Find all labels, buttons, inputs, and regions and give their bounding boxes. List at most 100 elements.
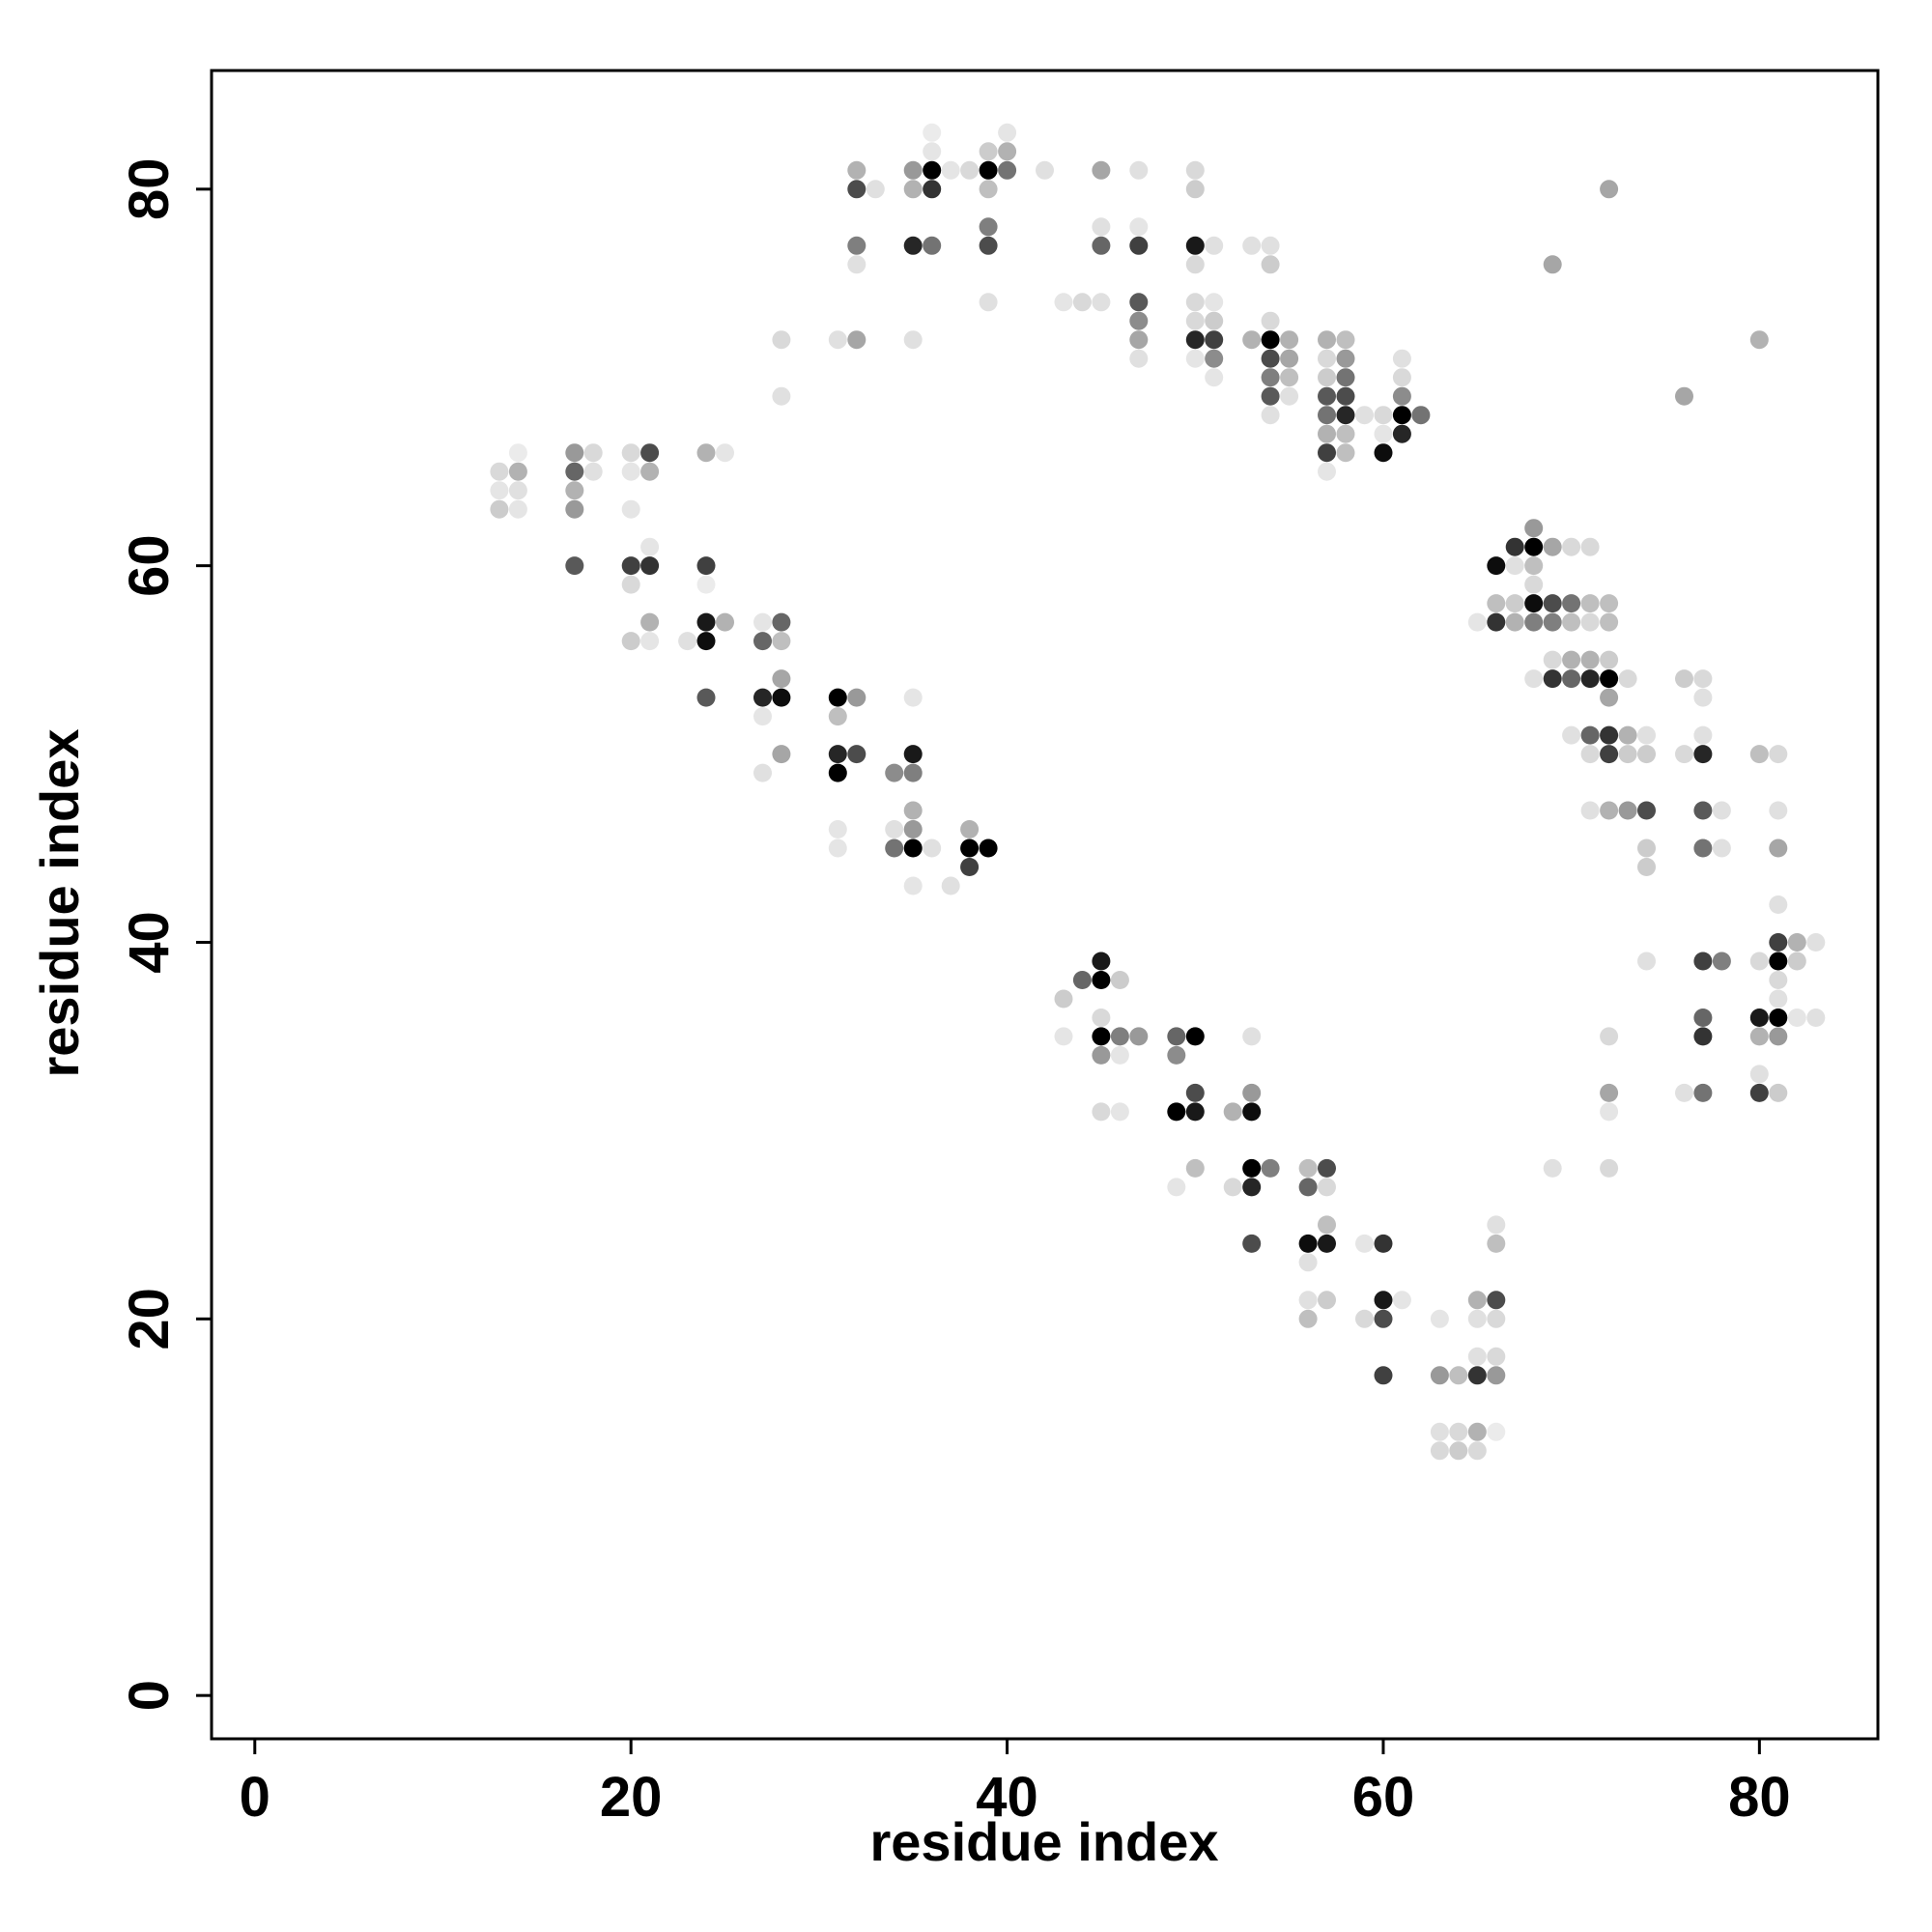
data-point bbox=[1562, 537, 1581, 556]
data-point bbox=[1749, 745, 1769, 764]
data-point bbox=[1524, 612, 1544, 632]
data-point bbox=[1318, 1178, 1336, 1197]
data-point bbox=[1505, 556, 1524, 576]
data-point bbox=[490, 462, 509, 481]
data-point bbox=[1467, 1347, 1487, 1366]
data-point bbox=[772, 632, 791, 651]
data-point bbox=[1054, 293, 1073, 312]
data-point bbox=[508, 499, 527, 519]
y-tick-label: 60 bbox=[118, 534, 181, 597]
data-point bbox=[1487, 1309, 1506, 1328]
data-points bbox=[490, 123, 1826, 1461]
y-tick-label: 40 bbox=[118, 911, 181, 974]
data-point bbox=[979, 160, 998, 180]
data-point bbox=[753, 707, 772, 726]
data-point bbox=[903, 876, 923, 895]
data-point bbox=[1618, 669, 1637, 689]
data-point bbox=[828, 763, 847, 782]
data-point bbox=[1580, 612, 1600, 632]
data-point bbox=[696, 612, 716, 632]
data-point bbox=[1223, 1178, 1242, 1197]
data-point bbox=[1693, 952, 1713, 971]
data-point bbox=[885, 763, 904, 782]
data-point bbox=[1261, 255, 1280, 274]
data-point bbox=[923, 838, 942, 858]
data-point bbox=[1242, 1178, 1262, 1197]
data-point bbox=[1524, 575, 1544, 594]
data-point bbox=[1769, 895, 1788, 914]
data-point bbox=[1600, 725, 1619, 745]
data-point bbox=[1374, 1309, 1393, 1328]
data-point bbox=[1185, 1027, 1205, 1046]
data-point bbox=[1318, 443, 1336, 463]
data-point bbox=[1430, 1422, 1449, 1441]
data-point bbox=[1392, 1291, 1411, 1310]
data-point bbox=[1336, 368, 1355, 387]
data-point bbox=[1769, 1009, 1788, 1027]
data-point bbox=[923, 142, 942, 161]
data-point bbox=[490, 481, 509, 500]
data-point bbox=[1524, 594, 1544, 613]
data-point bbox=[1637, 725, 1656, 745]
data-point bbox=[1072, 971, 1092, 989]
data-point bbox=[1693, 725, 1713, 745]
data-point bbox=[1336, 443, 1355, 463]
x-axis-title: residue index bbox=[869, 1811, 1218, 1872]
data-point bbox=[1749, 1083, 1769, 1102]
data-point bbox=[1280, 368, 1299, 387]
data-point bbox=[1600, 612, 1619, 632]
data-point bbox=[1543, 650, 1562, 669]
data-point bbox=[1749, 330, 1769, 350]
data-point bbox=[1167, 1102, 1186, 1122]
data-point bbox=[640, 612, 660, 632]
data-point bbox=[640, 632, 660, 651]
data-point bbox=[1242, 236, 1262, 255]
data-point bbox=[1167, 1045, 1186, 1065]
data-point bbox=[1336, 406, 1355, 425]
x-tick-label: 20 bbox=[600, 1766, 663, 1829]
data-point bbox=[1205, 349, 1224, 368]
data-point bbox=[1637, 838, 1656, 858]
data-point bbox=[903, 180, 923, 199]
data-point bbox=[847, 160, 867, 180]
data-point bbox=[1467, 1309, 1487, 1328]
data-point bbox=[903, 801, 923, 820]
y-tick-label: 0 bbox=[118, 1680, 181, 1711]
data-point bbox=[1675, 745, 1693, 764]
data-point bbox=[1129, 311, 1149, 330]
data-point bbox=[1562, 594, 1581, 613]
data-point bbox=[1712, 952, 1731, 971]
data-point bbox=[1600, 180, 1619, 199]
data-point bbox=[1600, 1027, 1619, 1046]
data-point bbox=[1467, 1441, 1487, 1461]
data-point bbox=[1769, 989, 1788, 1009]
data-point bbox=[1185, 255, 1205, 274]
data-point bbox=[1392, 424, 1411, 443]
data-point bbox=[1092, 1102, 1111, 1122]
data-point bbox=[621, 443, 640, 463]
data-point bbox=[1693, 688, 1713, 707]
y-axis-title: residue index bbox=[29, 728, 90, 1077]
data-point bbox=[1261, 330, 1280, 350]
data-point bbox=[1374, 443, 1393, 463]
data-point bbox=[1430, 1441, 1449, 1461]
data-point bbox=[1242, 330, 1262, 350]
data-point bbox=[1600, 801, 1619, 820]
data-point bbox=[847, 255, 867, 274]
data-point bbox=[565, 443, 584, 463]
data-point bbox=[1185, 330, 1205, 350]
data-point bbox=[753, 763, 772, 782]
data-point bbox=[1185, 160, 1205, 180]
data-point bbox=[1749, 1027, 1769, 1046]
data-point bbox=[1318, 368, 1336, 387]
data-point bbox=[640, 443, 660, 463]
data-point bbox=[960, 820, 980, 838]
data-point bbox=[772, 745, 791, 764]
data-point bbox=[1487, 556, 1506, 576]
data-point bbox=[1205, 368, 1224, 387]
data-point bbox=[583, 462, 603, 481]
data-point bbox=[621, 499, 640, 519]
data-point bbox=[1129, 330, 1149, 350]
data-point bbox=[1580, 725, 1600, 745]
